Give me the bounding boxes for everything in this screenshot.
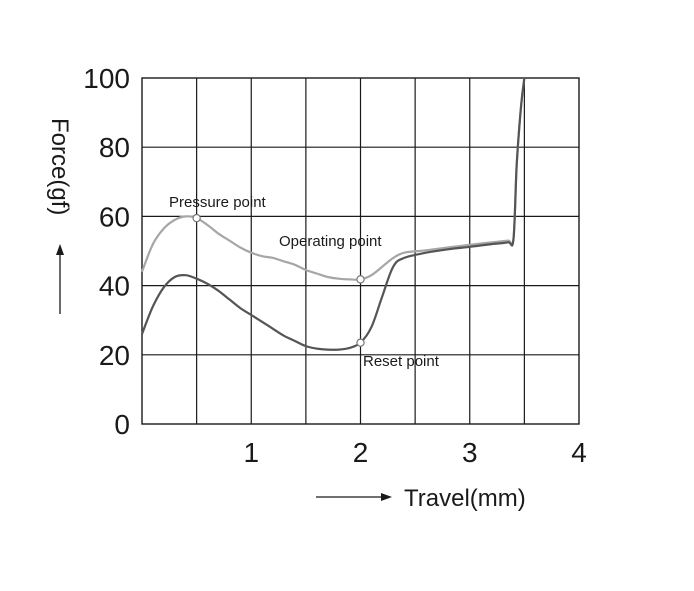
- operating-point-marker: [356, 275, 365, 284]
- x-tick-label: 1: [243, 437, 259, 468]
- y-tick-label: 100: [83, 63, 130, 94]
- y-tick-label: 60: [99, 201, 130, 232]
- x-tick-label: 2: [353, 437, 369, 468]
- y-tick-label: 80: [99, 132, 130, 163]
- y-tick-label: 20: [99, 340, 130, 371]
- plot-frame: [141, 77, 580, 425]
- y-axis-title-group: Force(gf): [46, 118, 73, 314]
- annotation-markers: [192, 213, 365, 347]
- reset-point-marker: [356, 338, 365, 347]
- grid: [142, 78, 579, 424]
- y-tick-label: 40: [99, 271, 130, 302]
- tick-labels: 0 20 40 60 80 100 1 2 3 4: [83, 63, 587, 468]
- annotation-reset-point: Reset point: [363, 353, 440, 370]
- annotation-operating-point: Operating point: [279, 233, 382, 250]
- series-line-pressing: [140, 77, 526, 281]
- series-layer: [140, 77, 526, 351]
- x-axis-arrow-icon: [381, 493, 392, 501]
- x-tick-label: 3: [462, 437, 478, 468]
- pressure-point-marker: [192, 213, 201, 223]
- series-line-return: [140, 77, 526, 351]
- x-axis-title: Travel(mm): [404, 485, 526, 512]
- x-axis-title-group: Travel(mm): [316, 485, 526, 512]
- annotation-pressure-point: Pressure point: [169, 194, 267, 211]
- x-tick-label: 4: [571, 437, 587, 468]
- y-axis-title: Force(gf): [46, 118, 73, 215]
- y-tick-label: 0: [114, 409, 130, 440]
- y-axis-arrow-icon: [56, 244, 64, 255]
